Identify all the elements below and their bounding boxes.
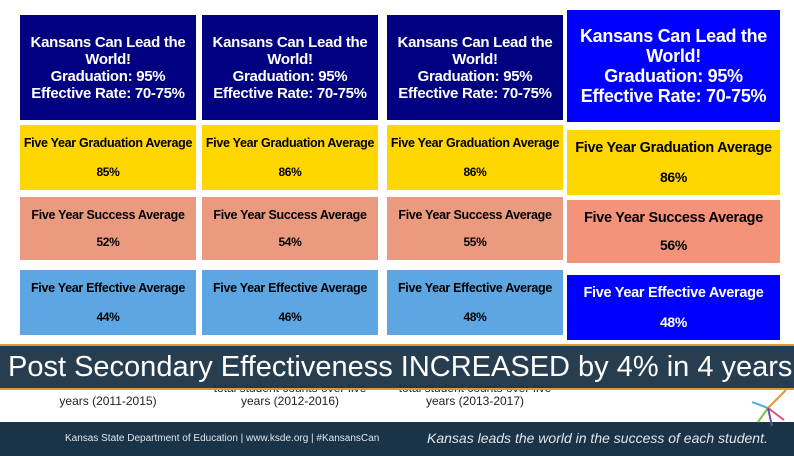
- graduation-box: Five Year Graduation Average 86%: [387, 125, 563, 190]
- success-box: Five Year Success Average 52%: [20, 197, 196, 260]
- header-line: World!: [85, 50, 131, 68]
- header-line: Kansans Can Lead the: [579, 26, 768, 46]
- success-box: Five Year Success Average 54%: [202, 197, 378, 260]
- success-value: 55%: [463, 235, 487, 250]
- header-line: Effective Rate: 70-75%: [398, 84, 552, 102]
- header-box: Kansans Can Lead the World! Graduation: 95…: [387, 15, 563, 120]
- graduation-value: 85%: [96, 164, 120, 179]
- effective-label: Five Year Effective Average: [30, 281, 186, 296]
- footer: Kansas State Department of Education | w…: [0, 389, 794, 456]
- effective-value: 46%: [278, 309, 302, 324]
- effective-label: Five Year Effective Average: [397, 281, 553, 296]
- note-line: years (2011-2015): [59, 394, 157, 408]
- note-line: years (2012-2016): [240, 394, 340, 408]
- success-value: 52%: [96, 235, 120, 250]
- header-box: Kansans Can Lead the World! Graduation: 95…: [20, 15, 196, 120]
- header-line: World!: [452, 50, 498, 68]
- footer-left: Kansas State Department of Education | w…: [65, 433, 380, 444]
- graduation-value: 86%: [278, 164, 302, 179]
- graduation-label: Five Year Graduation Average: [205, 136, 375, 151]
- header-line: Graduation: 95%: [417, 67, 533, 85]
- effective-value: 48%: [463, 309, 487, 324]
- graduation-label: Five Year Graduation Average: [575, 140, 772, 157]
- graduation-box: Five Year Graduation Average 86%: [202, 125, 378, 190]
- header-line: Effective Rate: 70-75%: [213, 84, 367, 102]
- graduation-value: 86%: [463, 164, 487, 179]
- success-box: Five Year Success Average 56%: [567, 200, 780, 263]
- header-line: Kansans Can Lead the: [30, 33, 186, 51]
- footer-right: Kansas leads the world in the success of…: [427, 430, 768, 446]
- effective-box: Five Year Effective Average 46%: [202, 270, 378, 335]
- graduation-box: Five Year Graduation Average 86%: [567, 130, 780, 195]
- graduation-box: Five Year Graduation Average 85%: [20, 125, 196, 190]
- success-label: Five Year Success Average: [213, 207, 367, 222]
- success-box: Five Year Success Average 55%: [387, 197, 563, 260]
- header-line: Graduation: 95%: [232, 67, 348, 85]
- graduation-value: 86%: [659, 168, 688, 185]
- effective-box: Five Year Effective Average 48%: [567, 275, 780, 340]
- effective-label: Five Year Effective Average: [212, 281, 368, 296]
- header-line: Kansans Can Lead the: [212, 33, 368, 51]
- header-line: Kansans Can Lead the: [397, 33, 553, 51]
- graduation-label: Five Year Graduation Average: [23, 136, 193, 151]
- success-label: Five Year Success Average: [31, 207, 185, 222]
- column-note: years (2011-2015): [20, 395, 196, 408]
- graduation-label: Five Year Graduation Average: [390, 136, 560, 151]
- header-line: Graduation: 95%: [604, 66, 743, 86]
- success-label: Five Year Success Average: [398, 207, 552, 222]
- header-line: Effective Rate: 70-75%: [580, 86, 767, 106]
- success-label: Five Year Success Average: [584, 209, 763, 226]
- header-box: Kansans Can Lead the World! Graduation: 95…: [567, 10, 780, 122]
- effective-label: Five Year Effective Average: [583, 285, 764, 302]
- success-value: 54%: [278, 235, 302, 250]
- effective-value: 44%: [96, 309, 120, 324]
- header-line: World!: [646, 46, 701, 66]
- header-line: World!: [267, 50, 313, 68]
- logo-star: [751, 389, 787, 427]
- header-box: Kansans Can Lead the World! Graduation: 95…: [202, 15, 378, 120]
- note-line: years (2013-2017): [425, 394, 525, 408]
- effective-box: Five Year Effective Average 44%: [20, 270, 196, 335]
- header-line: Graduation: 95%: [50, 67, 166, 85]
- success-value: 56%: [659, 237, 688, 254]
- banner: Post Secondary Effectiveness INCREASED b…: [0, 344, 794, 390]
- header-line: Effective Rate: 70-75%: [31, 84, 185, 102]
- effective-box: Five Year Effective Average 48%: [387, 270, 563, 335]
- effective-value: 48%: [659, 313, 688, 330]
